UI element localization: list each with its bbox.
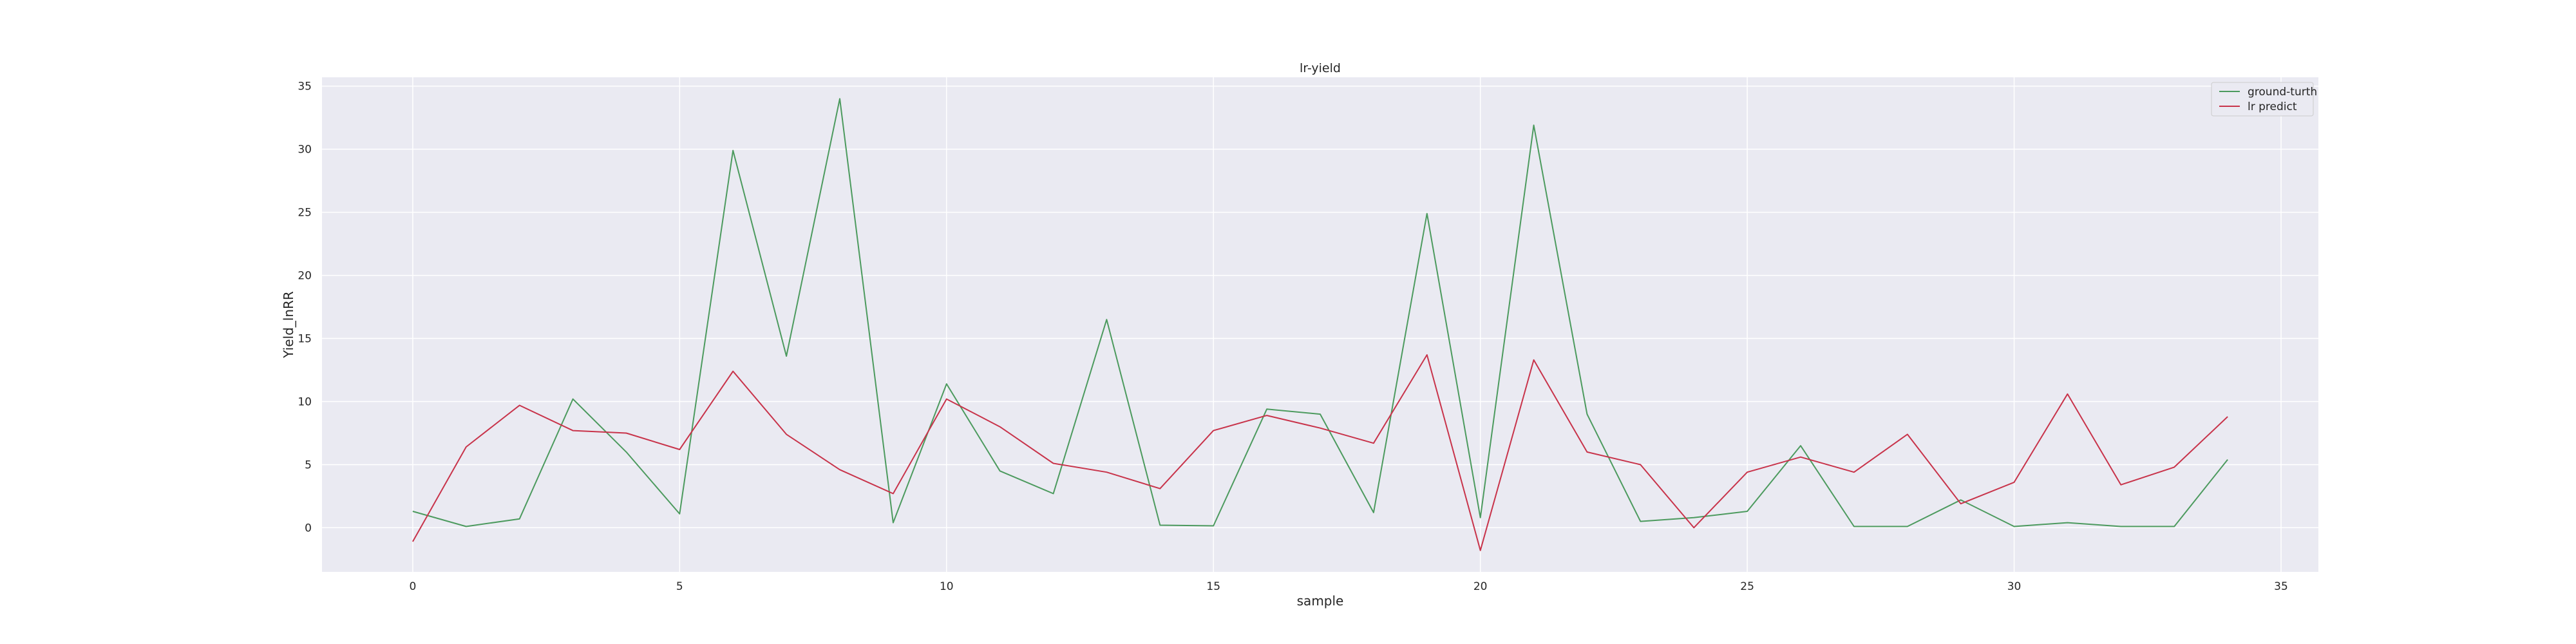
y-tick-label: 35 — [298, 80, 312, 93]
y-tick-label: 30 — [298, 144, 312, 156]
y-tick-label: 15 — [298, 333, 312, 346]
plot-background — [322, 77, 2318, 572]
y-tick-label: 0 — [305, 522, 312, 535]
x-axis-label: sample — [1297, 593, 1344, 609]
x-tick-label: 15 — [1206, 580, 1220, 593]
y-tick-label: 25 — [298, 207, 312, 220]
y-tick-label: 20 — [298, 270, 312, 283]
y-tick-label: 5 — [305, 459, 312, 471]
legend-label-ground-turth: ground-turth — [2248, 86, 2317, 99]
series-lines — [412, 98, 2228, 551]
x-tick-label: 20 — [1473, 580, 1488, 593]
legend: ground-turth lr predict — [2211, 82, 2317, 117]
chart-title: lr-yield — [1300, 61, 1341, 75]
x-tick-label: 35 — [2274, 580, 2288, 593]
y-axis-label: Yield_lnRR — [281, 291, 296, 359]
y-tick-label: 10 — [298, 396, 312, 409]
tick-labels: 0 5 10 15 20 25 30 35 0 5 10 15 20 25 30 35 — [298, 80, 2287, 593]
x-tick-label: 30 — [2007, 580, 2022, 593]
x-tick-label: 5 — [676, 580, 683, 593]
x-tick-label: 25 — [1740, 580, 1754, 593]
x-tick-label: 10 — [940, 580, 954, 593]
series-line-lr-predict — [412, 354, 2228, 551]
legend-label-lr-predict: lr predict — [2248, 100, 2297, 113]
series-line-ground-turth — [412, 98, 2228, 527]
x-tick-label: 0 — [409, 580, 416, 593]
grid-lines — [322, 77, 2318, 572]
